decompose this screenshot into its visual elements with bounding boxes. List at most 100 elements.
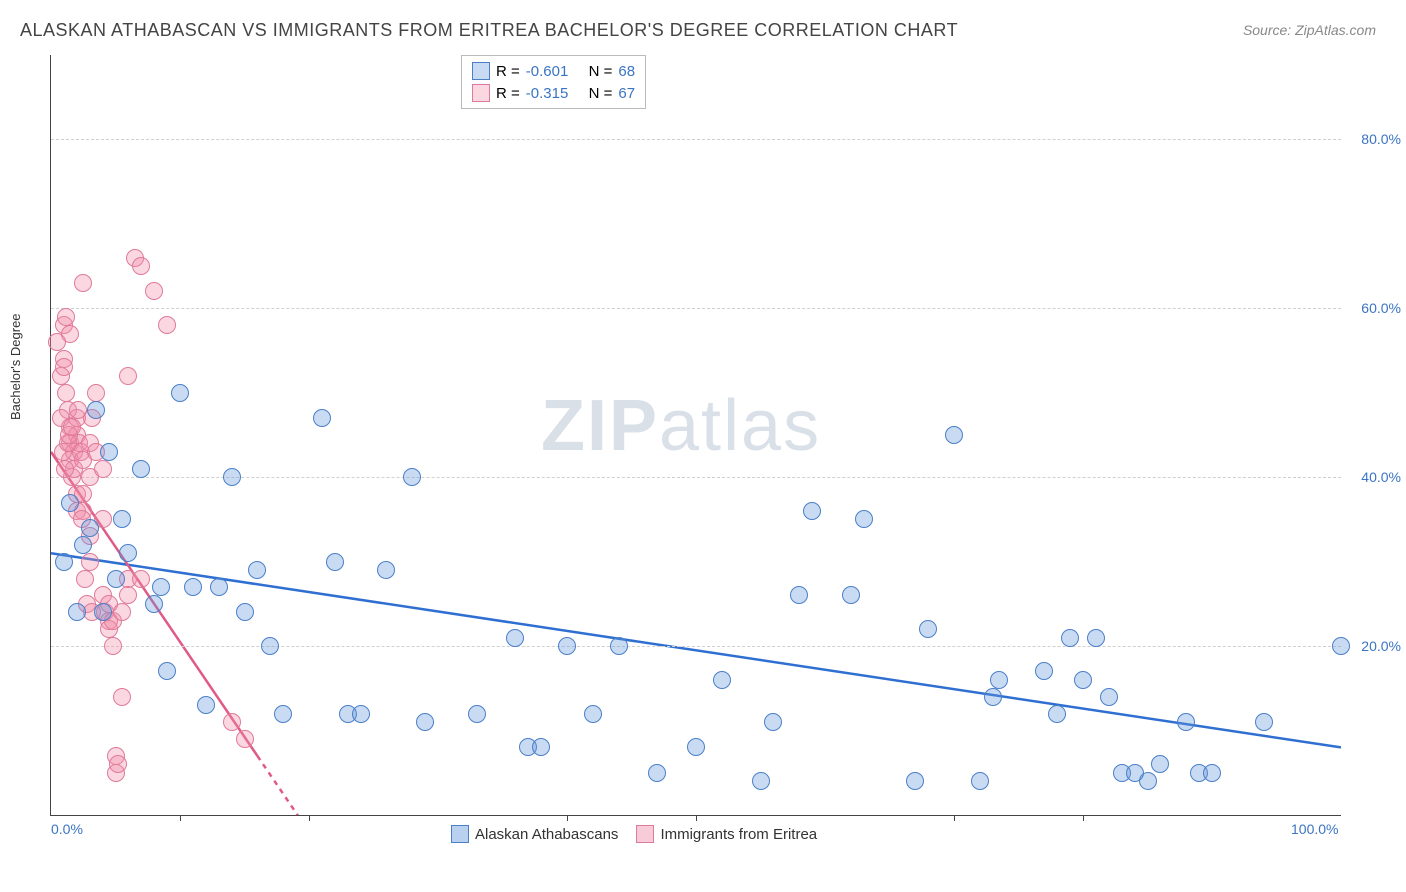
point-blue (584, 705, 602, 723)
point-blue (113, 510, 131, 528)
point-pink (145, 282, 163, 300)
point-pink (119, 586, 137, 604)
point-blue (55, 553, 73, 571)
y-tick-label: 60.0% (1346, 300, 1401, 316)
point-blue (803, 502, 821, 520)
point-blue (274, 705, 292, 723)
point-pink (113, 688, 131, 706)
point-blue (236, 603, 254, 621)
source-label: Source: ZipAtlas.com (1243, 22, 1376, 38)
point-blue (171, 384, 189, 402)
n-value-pink: 67 (618, 85, 635, 102)
point-pink (87, 384, 105, 402)
watermark: ZIPatlas (541, 385, 821, 467)
y-tick-label: 80.0% (1346, 131, 1401, 147)
point-pink (81, 553, 99, 571)
point-blue (197, 696, 215, 714)
legend-swatch-pink (472, 84, 490, 102)
chart-title: ALASKAN ATHABASCAN VS IMMIGRANTS FROM ER… (20, 20, 958, 41)
r-value-pink: -0.315 (526, 85, 569, 102)
point-blue (416, 713, 434, 731)
point-blue (752, 772, 770, 790)
point-pink (132, 570, 150, 588)
point-blue (532, 738, 550, 756)
point-blue (158, 662, 176, 680)
legend-item-pink: Immigrants from Eritrea (636, 825, 817, 843)
point-blue (1048, 705, 1066, 723)
point-blue (919, 620, 937, 638)
point-pink (119, 367, 137, 385)
point-pink (63, 418, 81, 436)
y-tick-label: 40.0% (1346, 469, 1401, 485)
point-blue (94, 603, 112, 621)
x-tick-label: 0.0% (51, 821, 83, 837)
y-axis-label: Bachelor's Degree (8, 313, 23, 420)
point-pink (113, 603, 131, 621)
point-blue (261, 637, 279, 655)
legend-swatch-blue (472, 62, 490, 80)
point-blue (687, 738, 705, 756)
legend-bottom-swatch-blue (451, 825, 469, 843)
point-blue (468, 705, 486, 723)
point-blue (906, 772, 924, 790)
legend-bottom-swatch-pink (636, 825, 654, 843)
point-pink (57, 384, 75, 402)
point-blue (1177, 713, 1195, 731)
point-blue (403, 468, 421, 486)
y-tick-label: 20.0% (1346, 638, 1401, 654)
point-blue (248, 561, 266, 579)
stats-legend: R = -0.601 N = 68 R = -0.315 N = 67 (461, 55, 646, 109)
point-blue (648, 764, 666, 782)
point-blue (100, 443, 118, 461)
trend-lines (51, 55, 1341, 815)
point-blue (152, 578, 170, 596)
point-blue (132, 460, 150, 478)
point-blue (945, 426, 963, 444)
point-blue (971, 772, 989, 790)
point-blue (68, 603, 86, 621)
point-pink (69, 401, 87, 419)
point-blue (377, 561, 395, 579)
point-pink (57, 308, 75, 326)
point-blue (74, 536, 92, 554)
point-blue (1139, 772, 1157, 790)
point-blue (764, 713, 782, 731)
point-blue (145, 595, 163, 613)
series-legend: Alaskan Athabascans Immigrants from Erit… (451, 825, 817, 843)
point-pink (236, 730, 254, 748)
point-pink (104, 637, 122, 655)
point-blue (1074, 671, 1092, 689)
plot-area: ZIPatlas R = -0.601 N = 68 R = -0.315 N … (50, 55, 1341, 816)
n-value-blue: 68 (618, 63, 635, 80)
point-pink (94, 460, 112, 478)
point-blue (842, 586, 860, 604)
point-pink (158, 316, 176, 334)
point-blue (81, 519, 99, 537)
point-blue (713, 671, 731, 689)
point-blue (1087, 629, 1105, 647)
point-blue (1255, 713, 1273, 731)
point-blue (210, 578, 228, 596)
point-blue (87, 401, 105, 419)
point-pink (55, 358, 73, 376)
point-blue (1203, 764, 1221, 782)
point-blue (984, 688, 1002, 706)
point-blue (326, 553, 344, 571)
x-tick-label: 100.0% (1291, 821, 1338, 837)
point-blue (184, 578, 202, 596)
point-blue (1151, 755, 1169, 773)
point-pink (132, 257, 150, 275)
point-blue (1035, 662, 1053, 680)
point-pink (56, 460, 74, 478)
point-blue (1100, 688, 1118, 706)
point-pink (76, 570, 94, 588)
point-blue (558, 637, 576, 655)
point-blue (119, 544, 137, 562)
r-value-blue: -0.601 (526, 63, 569, 80)
point-blue (1332, 637, 1350, 655)
point-pink (223, 713, 241, 731)
point-blue (313, 409, 331, 427)
point-blue (61, 494, 79, 512)
point-pink (61, 325, 79, 343)
point-blue (610, 637, 628, 655)
